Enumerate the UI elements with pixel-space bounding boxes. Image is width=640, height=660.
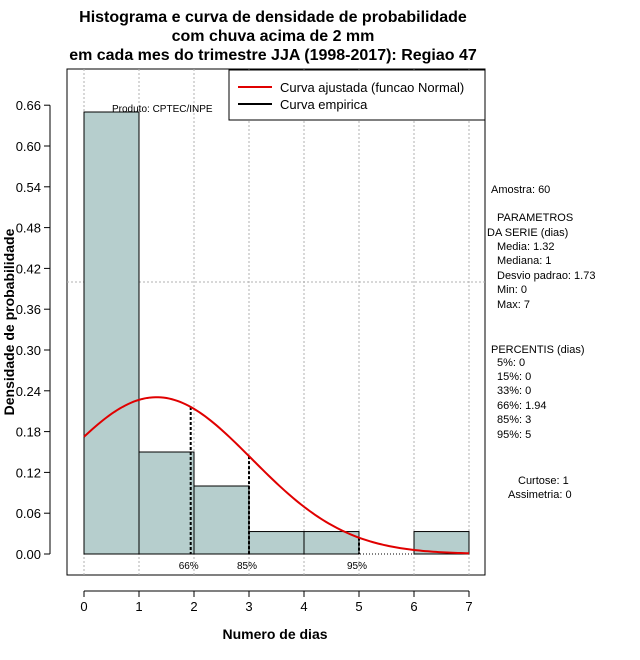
y-tick-label: 0.30 — [16, 343, 41, 358]
pct-85: 85%: 3 — [497, 414, 531, 426]
axes-layer: 0.00 0.06 0.12 0.18 0.24 0.30 0.36 0.42 0.48 0.54… — [16, 98, 473, 614]
pct-33: 33%: 0 — [497, 385, 531, 397]
stat-media: Media: 1.32 — [497, 241, 554, 253]
y-tick-label: 0.06 — [16, 506, 41, 521]
stat-desvio: Desvio padrao: 1.73 — [497, 270, 595, 282]
y-tick-label: 0.24 — [16, 384, 41, 399]
x-tick-label: 3 — [245, 599, 252, 614]
stat-assimetria: Assimetria: 0 — [508, 489, 572, 501]
histogram-bar — [248, 531, 305, 555]
y-tick-label: 0.36 — [16, 302, 41, 317]
x-tick-label: 1 — [135, 599, 142, 614]
legend-box — [228, 69, 486, 121]
legend: Curva ajustada (funcao Normal) Curva emp… — [228, 69, 486, 121]
stat-curtose: Curtose: 1 — [518, 475, 569, 487]
chart-title-line-1: Histograma e curva de densidade de proba… — [79, 9, 467, 26]
x-tick-label: 4 — [300, 599, 307, 614]
pct-95: 95%: 5 — [497, 429, 531, 441]
x-tick-label: 2 — [190, 599, 197, 614]
y-tick-label: 0.54 — [16, 180, 41, 195]
y-tick-label: 0.60 — [16, 139, 41, 154]
stat-max: Max: 7 — [497, 299, 530, 311]
percentile-label: 85% — [237, 561, 257, 572]
percentile-label: 95% — [347, 561, 367, 572]
params-header-1: PARAMETROS — [497, 212, 573, 224]
x-axis-title: Numero de dias — [222, 626, 327, 642]
pct-15: 15%: 0 — [497, 371, 531, 383]
percentile-label: 66% — [179, 561, 199, 572]
bars-layer — [83, 111, 470, 555]
percentis-header: PERCENTIS (dias) — [491, 344, 585, 356]
percentile-lines: 66% 85% 95% — [179, 406, 367, 572]
stat-mediana: Mediana: 1 — [497, 255, 551, 267]
sample-size: Amostra: 60 — [491, 184, 550, 196]
stat-min: Min: 0 — [497, 284, 527, 296]
params-header-2: DA SERIE (dias) — [487, 227, 568, 239]
y-tick-label: 0.48 — [16, 221, 41, 236]
histogram-bar — [138, 451, 195, 555]
x-tick-label: 7 — [465, 599, 472, 614]
y-tick-label: 0.42 — [16, 261, 41, 276]
y-axis-title: Densidade de probabilidade — [1, 228, 17, 415]
curve-layer — [83, 396, 470, 555]
pct-5: 5%: 0 — [497, 357, 525, 369]
y-tick-label: 0.00 — [16, 547, 41, 562]
product-annotation: Produto: CPTEC/INPE — [112, 104, 213, 115]
pct-66: 66%: 1.94 — [497, 400, 547, 412]
x-tick-label: 0 — [80, 599, 87, 614]
normal-fit-curve — [83, 396, 470, 555]
chart-title-line-3: em cada mes do trimestre JJA (1998-2017)… — [69, 47, 477, 64]
x-tick-label: 5 — [355, 599, 362, 614]
legend-empirical-label: Curva empirica — [280, 97, 368, 112]
histogram-bar — [193, 485, 250, 555]
stats-panel: Amostra: 60 PARAMETROS DA SERIE (dias) M… — [487, 184, 595, 501]
y-tick-label: 0.12 — [16, 465, 41, 480]
y-tick-label: 0.18 — [16, 425, 41, 440]
chart-title-line-2: com chuva acima de 2 mm — [172, 28, 375, 45]
x-tick-label: 6 — [410, 599, 417, 614]
plot-frame — [66, 68, 486, 576]
y-tick-label: 0.66 — [16, 98, 41, 113]
histogram-bar — [83, 111, 140, 555]
legend-fit-label: Curva ajustada (funcao Normal) — [280, 80, 464, 95]
